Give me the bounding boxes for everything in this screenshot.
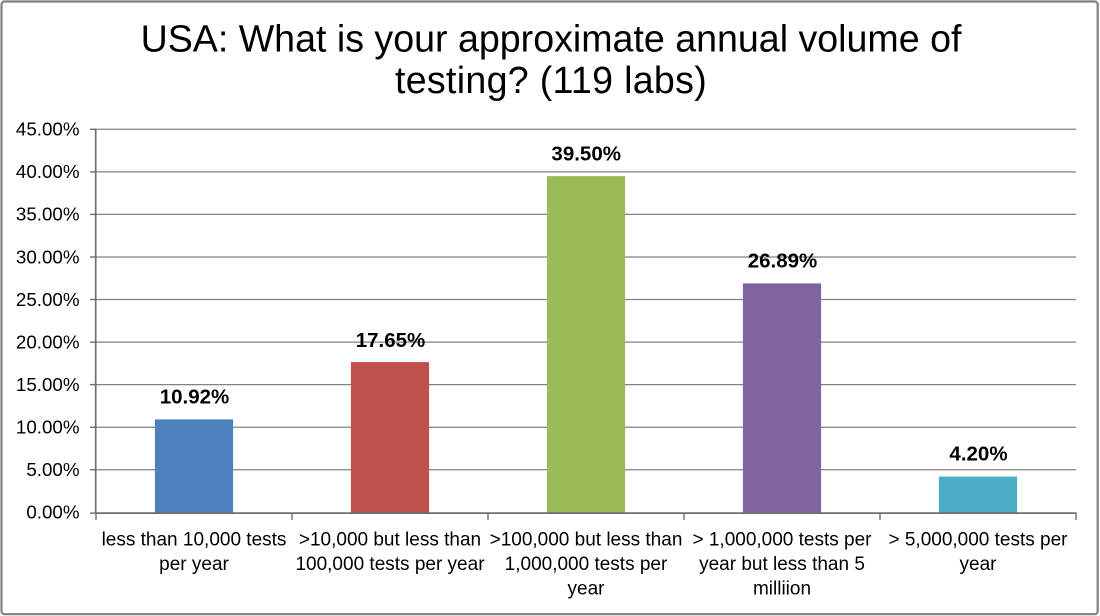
svg-text:0.00%: 0.00% [26, 502, 79, 523]
svg-text:milliion: milliion [753, 578, 811, 599]
svg-text:5.00%: 5.00% [26, 459, 79, 480]
svg-text:39.50%: 39.50% [551, 143, 621, 166]
svg-text:USA: What is your approximate: USA: What is your approximate annual vol… [141, 17, 962, 59]
svg-text:1,000,000 tests per: 1,000,000 tests per [505, 554, 668, 575]
svg-text:> 5,000,000 tests per: > 5,000,000 tests per [888, 529, 1068, 550]
svg-text:17.65%: 17.65% [356, 329, 426, 352]
svg-text:40.00%: 40.00% [16, 161, 80, 182]
svg-text:4.20%: 4.20% [949, 443, 1007, 466]
svg-text:35.00%: 35.00% [16, 204, 80, 225]
svg-text:10.92%: 10.92% [160, 386, 230, 409]
svg-text:100,000 tests per year: 100,000 tests per year [295, 554, 485, 575]
svg-text:26.89%: 26.89% [748, 249, 818, 272]
svg-text:45.00%: 45.00% [16, 119, 80, 140]
svg-text:10.00%: 10.00% [16, 417, 80, 438]
svg-text:per year: per year [159, 554, 229, 575]
svg-text:year: year [960, 554, 998, 575]
svg-text:testing? (119 labs): testing? (119 labs) [395, 59, 707, 101]
svg-text:> 1,000,000 tests per: > 1,000,000 tests per [692, 529, 872, 550]
svg-text:year but less than 5: year but less than 5 [699, 554, 865, 575]
svg-text:15.00%: 15.00% [16, 374, 80, 395]
svg-text:30.00%: 30.00% [16, 246, 80, 267]
svg-text:20.00%: 20.00% [16, 331, 80, 352]
svg-text:>100,000 but less than: >100,000 but less than [490, 529, 683, 550]
svg-text:less than 10,000 tests: less than 10,000 tests [102, 529, 287, 550]
svg-text:25.00%: 25.00% [16, 289, 80, 310]
svg-text:>10,000 but less than: >10,000 but less than [299, 529, 481, 550]
svg-text:year: year [568, 578, 606, 599]
